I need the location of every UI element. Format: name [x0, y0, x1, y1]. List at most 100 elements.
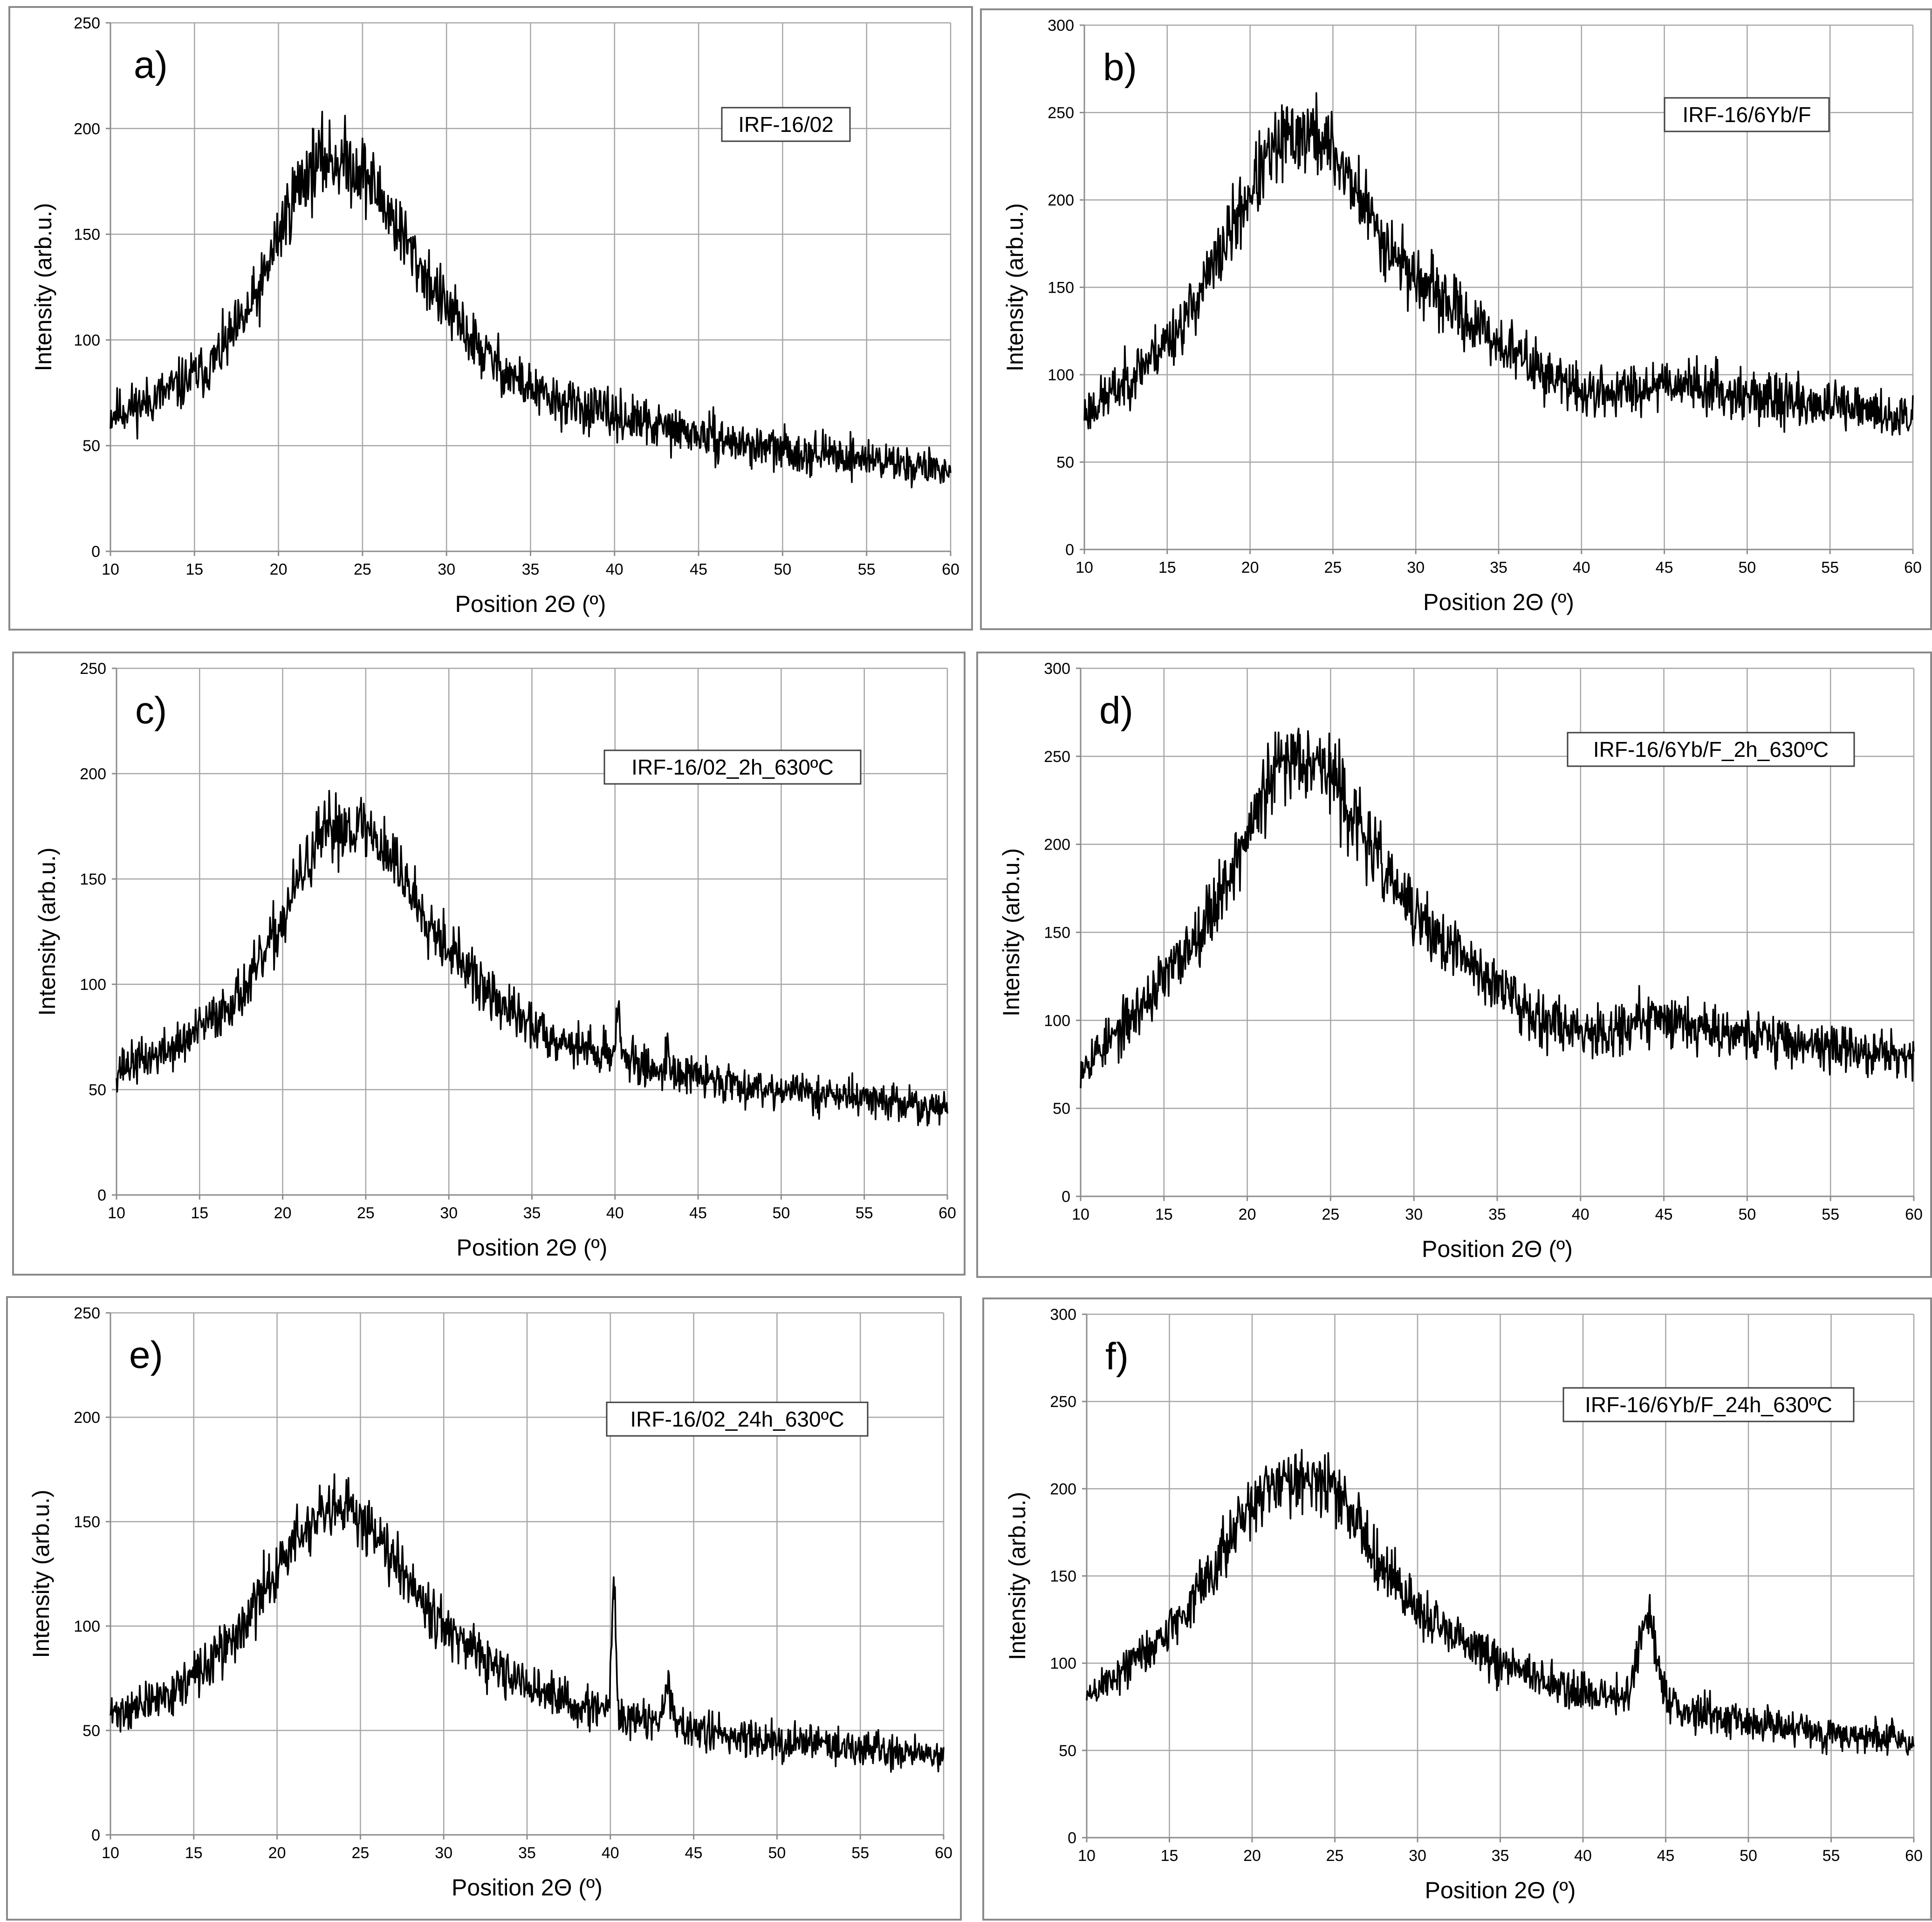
x-tick-label: 45	[685, 1844, 703, 1862]
y-tick-label: 50	[1053, 1100, 1070, 1118]
x-tick-label: 15	[1158, 559, 1176, 577]
x-tick-label: 50	[1738, 559, 1756, 577]
y-tick-label: 150	[80, 871, 106, 888]
x-tick-label: 15	[1155, 1206, 1173, 1223]
y-tick-label: 0	[91, 543, 100, 561]
y-tick-label: 100	[80, 976, 106, 994]
x-tick-label: 20	[270, 561, 288, 578]
y-tick-label: 150	[74, 1513, 100, 1531]
x-axis-title: Position 2Θ (º)	[455, 591, 606, 617]
x-tick-label: 25	[354, 561, 371, 578]
panel-label: f)	[1105, 1335, 1129, 1378]
y-tick-label: 150	[74, 226, 100, 244]
panel-label: a)	[134, 44, 168, 86]
y-tick-label: 200	[1044, 836, 1070, 854]
x-tick-label: 20	[268, 1844, 286, 1862]
x-tick-label: 15	[185, 561, 203, 578]
chart-panel-c: 0 50 100 150 200 250 10 15 20 25 30 35 40 45 50 55 60 Pos…	[12, 652, 966, 1276]
y-tick-label: 150	[1044, 924, 1070, 942]
x-axis-title: Position 2Θ (º)	[1425, 1877, 1576, 1903]
x-tick-label: 35	[1488, 1206, 1506, 1223]
panel-label: b)	[1103, 46, 1137, 89]
legend-box	[603, 749, 862, 785]
x-tick-label: 40	[1573, 559, 1590, 577]
panel-label: c)	[135, 689, 167, 732]
x-axis-title: Position 2Θ (º)	[1423, 589, 1574, 615]
y-tick-label: 250	[74, 1304, 100, 1322]
legend-box	[606, 1401, 869, 1437]
x-tick-label: 45	[690, 561, 707, 578]
x-tick-label: 60	[939, 1204, 956, 1222]
y-tick-label: 150	[1050, 1568, 1076, 1586]
y-axis-title: Intensity (arb.u.)	[28, 1490, 54, 1658]
legend-label: IRF-16/6Yb/F_2h_630ºC	[1593, 737, 1829, 762]
x-tick-label: 55	[1822, 1847, 1840, 1865]
y-tick-label: 100	[1050, 1655, 1076, 1673]
x-tick-label: 35	[1490, 559, 1507, 577]
x-tick-label: 35	[522, 561, 540, 578]
x-tick-label: 40	[1574, 1847, 1592, 1865]
x-tick-label: 15	[185, 1844, 203, 1862]
y-tick-label: 0	[1068, 1829, 1076, 1847]
y-tick-label: 50	[89, 1081, 106, 1099]
x-tick-label: 25	[1326, 1847, 1344, 1865]
chart-svg-a: 0 50 100 150 200 250 10 15 20 25 30 35 40 45 50 55 60 Pos…	[30, 14, 959, 617]
x-tick-label: 15	[1161, 1847, 1178, 1865]
chart-svg-f: 0 50 100 150 200 250 300 10 15 20 25 30 35 40 45 50 55 60…	[1004, 1306, 1923, 1903]
legend-box	[1567, 732, 1855, 767]
x-tick-label: 35	[523, 1204, 541, 1222]
x-tick-label: 30	[438, 561, 455, 578]
chart-panel-b: 0 50 100 150 200 250 300 10 15 20 25 30 35 40 45 50 55 60…	[980, 8, 1932, 630]
x-tick-label: 30	[1405, 1206, 1423, 1223]
y-tick-label: 50	[82, 437, 100, 455]
legend-label: IRF-16/02_2h_630ºC	[631, 755, 834, 779]
x-tick-label: 45	[689, 1204, 707, 1222]
chart-svg-d: 0 50 100 150 200 250 300 10 15 20 25 30 35 40 45 50 55 60…	[998, 660, 1923, 1262]
panel-label: e)	[129, 1334, 163, 1376]
chart-panel-a: 0 50 100 150 200 250 10 15 20 25 30 35 40 45 50 55 60 Pos…	[8, 6, 973, 631]
y-tick-label: 200	[74, 120, 100, 138]
x-tick-label: 30	[1409, 1847, 1426, 1865]
xrd-pattern-line	[110, 110, 952, 488]
x-tick-label: 20	[1241, 559, 1259, 577]
y-tick-label: 200	[1048, 192, 1074, 209]
legend-label: IRF-16/6Yb/F	[1682, 103, 1811, 127]
xrd-pattern-line	[116, 789, 948, 1126]
y-tick-label: 250	[1044, 748, 1070, 766]
x-tick-label: 50	[1738, 1206, 1756, 1223]
x-tick-label: 30	[1407, 559, 1425, 577]
x-tick-label: 20	[1239, 1206, 1256, 1223]
y-tick-label: 50	[1059, 1742, 1076, 1760]
x-axis-title: Position 2Θ (º)	[452, 1874, 603, 1901]
x-axis-title: Position 2Θ (º)	[457, 1235, 608, 1261]
x-axis-title: Position 2Θ (º)	[1422, 1236, 1573, 1262]
y-tick-label: 250	[1048, 104, 1074, 122]
y-tick-label: 200	[80, 765, 106, 783]
x-tick-label: 50	[772, 1204, 790, 1222]
x-tick-label: 60	[935, 1844, 952, 1862]
x-tick-label: 10	[1078, 1847, 1096, 1865]
y-axis-title: Intensity (arb.u.)	[34, 847, 60, 1016]
xrd-pattern-line	[1080, 728, 1915, 1089]
legend-box	[1664, 97, 1830, 132]
legend-box	[1562, 1387, 1855, 1422]
chart-svg-b: 0 50 100 150 200 250 300 10 15 20 25 30 35 40 45 50 55 60…	[1002, 17, 1922, 615]
x-tick-label: 50	[1740, 1847, 1757, 1865]
x-tick-label: 10	[1076, 559, 1093, 577]
y-tick-label: 250	[80, 660, 106, 678]
x-tick-label: 55	[1821, 559, 1839, 577]
y-tick-label: 300	[1050, 1306, 1076, 1324]
y-tick-label: 300	[1048, 17, 1074, 34]
y-tick-label: 200	[74, 1409, 100, 1427]
y-tick-label: 100	[1044, 1012, 1070, 1030]
x-tick-label: 25	[1322, 1206, 1339, 1223]
x-tick-label: 60	[1904, 559, 1922, 577]
x-tick-label: 40	[606, 561, 623, 578]
x-tick-label: 40	[1572, 1206, 1589, 1223]
x-tick-label: 55	[858, 561, 876, 578]
chart-panel-f: 0 50 100 150 200 250 300 10 15 20 25 30 35 40 45 50 55 60…	[982, 1297, 1932, 1921]
x-tick-label: 25	[357, 1204, 375, 1222]
chart-svg-c: 0 50 100 150 200 250 10 15 20 25 30 35 40 45 50 55 60 Pos…	[34, 660, 956, 1261]
y-tick-label: 50	[82, 1722, 100, 1740]
xrd-pattern-line	[1086, 1448, 1915, 1756]
